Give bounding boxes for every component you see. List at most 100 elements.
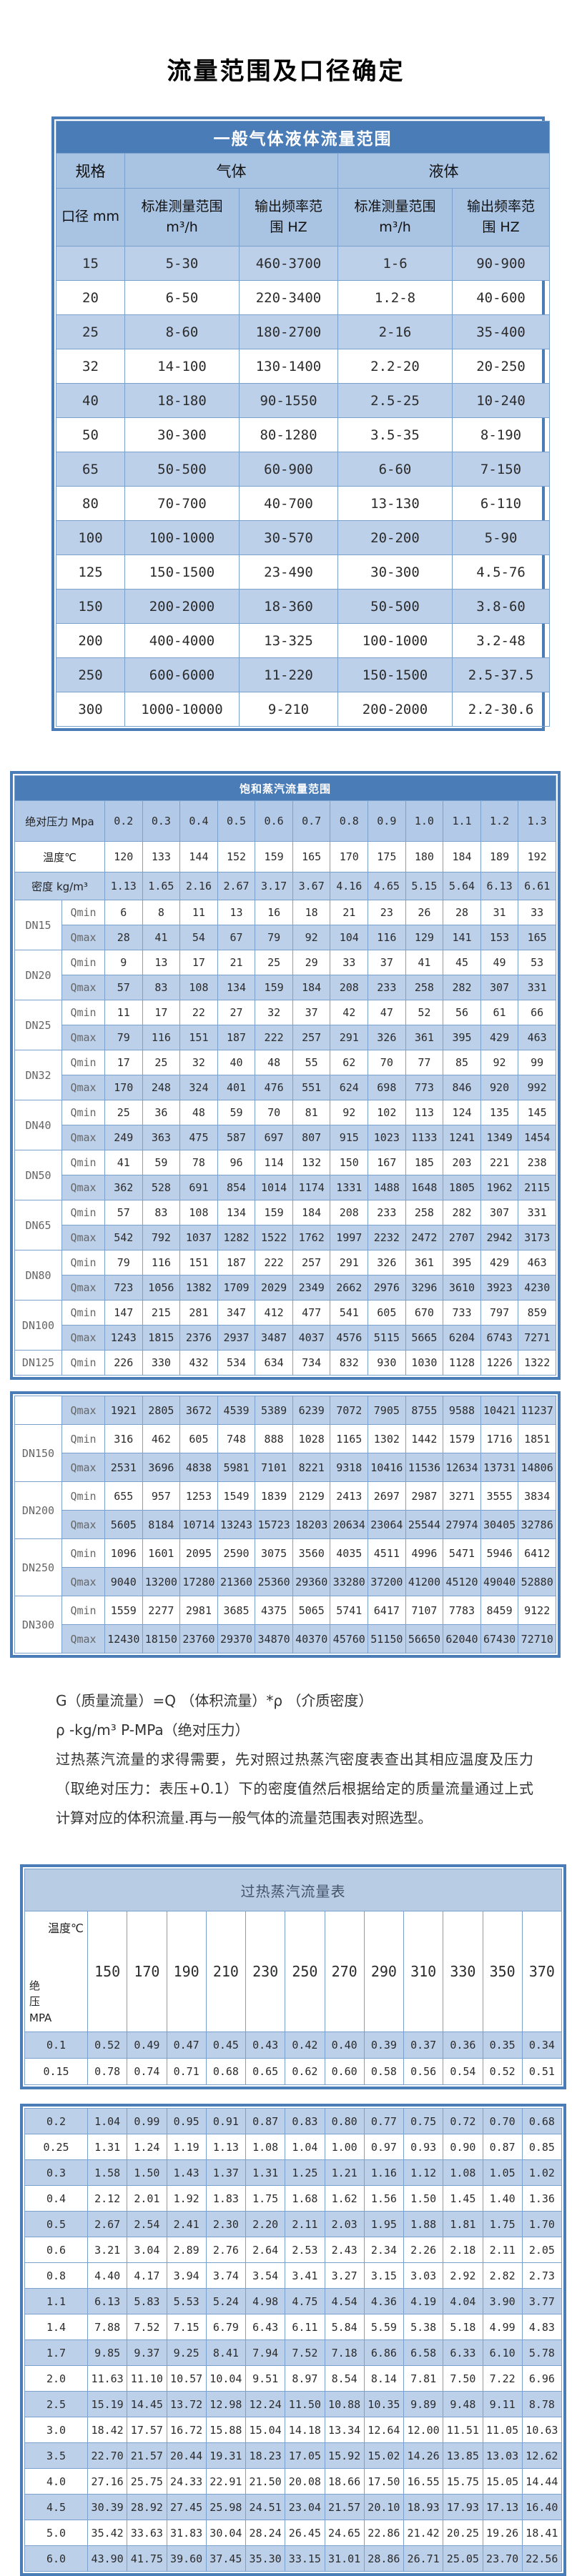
flow-value: 222: [255, 1025, 293, 1050]
density-value: 12.64: [363, 2417, 405, 2443]
qmin-label: Qmin: [61, 1596, 105, 1625]
flow-value: 25360: [255, 1567, 293, 1596]
cell: 30-300: [337, 555, 453, 590]
selection-notes: G（质量流量）=Q （体积流量）*ρ （介质密度） ρ -kg/m³ P-MPa（…: [56, 1686, 533, 1833]
flow-value: 1851: [518, 1424, 556, 1453]
density-value: 21.50: [245, 2468, 286, 2495]
cell: 150-1500: [124, 555, 240, 590]
flow-value: 1454: [518, 1125, 556, 1150]
density-value: 1.36: [521, 2185, 563, 2212]
flow-value: 6204: [443, 1325, 481, 1351]
table-row: 0.6 3.21 3.04 2.89 2.76 2.64 2.53 2.43 2.34 2.26 2…: [24, 2237, 563, 2263]
diameter-header: 口径 mm: [56, 188, 125, 247]
flow-value: 1243: [104, 1325, 143, 1351]
density-value: 13.34: [324, 2417, 365, 2443]
table-row: Qmax 1243 1815 2376 2937 3487 4037 4576 5115 5665…: [14, 1325, 556, 1351]
table-row: DN40 Qmin 25 36 48 59 70 81 92 102 113 124 135 145: [14, 1100, 556, 1150]
flow-value: 1056: [142, 1275, 181, 1301]
qmax-label: Qmax: [61, 925, 105, 950]
flow-value: 587: [217, 1125, 256, 1150]
flow-value: 1014: [255, 1175, 293, 1200]
density-value: 5.18: [443, 2314, 483, 2340]
table-row: Qmax 542 792 1037 1282 1522 1762 1997 2232 2472 27…: [14, 1225, 556, 1250]
density-value: 3.54: [245, 2262, 286, 2289]
density-value: 0.83: [285, 2108, 325, 2134]
cell: 3.2-48: [451, 623, 551, 658]
flow-value: 11: [179, 900, 218, 925]
density-value: 24.33: [166, 2468, 207, 2495]
saturated-steam-body-continued: Qmax 1921 2805 3672 4539 5389 6239 7072 7905 8755…: [14, 1396, 556, 1653]
flow-value: 8: [142, 900, 181, 925]
qmin-label: Qmin: [61, 1424, 105, 1453]
density-value: 5.59: [363, 2314, 405, 2340]
qmax-label: Qmax: [61, 1325, 105, 1351]
unit-header-row: 口径 mm 标准测量范围 m³/h 输出频率范 围 HZ 标准测量范围 m³/h…: [56, 188, 551, 247]
flow-value: 49: [480, 950, 519, 975]
flow-value: 13: [142, 950, 181, 975]
pressure-label: 0.3: [24, 2159, 88, 2186]
density-value: 25.75: [127, 2468, 167, 2495]
flow-value: 1962: [480, 1175, 519, 1200]
dn-label: DN100: [14, 1300, 62, 1351]
cell: 180-2700: [239, 314, 338, 349]
density-value: 18.23: [245, 2442, 286, 2469]
flow-value: 1839: [255, 1481, 293, 1511]
flow-value: 9588: [443, 1396, 481, 1425]
flow-value: 23760: [179, 1624, 218, 1653]
cell: 5-90: [451, 520, 551, 555]
qmax-label: Qmax: [61, 1396, 105, 1425]
flow-value: 47: [368, 1000, 406, 1025]
flow-value: 361: [405, 1025, 444, 1050]
note-line-1: G（质量流量）=Q （体积流量）*ρ （介质密度）: [56, 1692, 373, 1709]
density-value: 1.58: [87, 2159, 128, 2186]
density-value: 0.87: [245, 2108, 286, 2134]
table-row: 80 70-700 40-700 13-130 6-110: [56, 486, 551, 521]
saturated-steam-header: 饱和蒸汽流量范围 绝对压力 Mpa 0.2 0.3 0.4 0.5 0.6 0.7 0.8 0…: [14, 775, 556, 900]
qmax-label: Qmax: [61, 1125, 105, 1150]
table-row: 0.2 1.04 0.99 0.95 0.91 0.87 0.83 0.80 0.77 0.75 0…: [24, 2108, 563, 2134]
density-value: 4.04: [443, 2288, 483, 2314]
flow-value: 10416: [368, 1453, 406, 1482]
qmin-label: Qmin: [61, 1150, 105, 1175]
table-row: Qmax 1921 2805 3672 4539 5389 6239 7072 7905 8755…: [14, 1396, 556, 1425]
flow-value: 723: [104, 1275, 143, 1301]
flow-value: 129: [405, 925, 444, 950]
cell: 130-1400: [239, 349, 338, 384]
dn-label: DN65: [14, 1200, 62, 1250]
superheated-steam-header: 过热蒸汽流量表 温度℃ 绝 压 MPA 150 170 190 210 230 250 27…: [24, 1869, 563, 2032]
pressure-value: 1.1: [443, 800, 481, 842]
density-value: 1.13: [205, 2134, 247, 2160]
flow-value: 56: [443, 1000, 481, 1025]
flow-value: 151: [179, 1025, 218, 1050]
density-value: 0.97: [363, 2134, 405, 2160]
density-value: 10.57: [166, 2365, 207, 2392]
density-value: 1.75: [482, 2211, 523, 2237]
density-value: 0.37: [403, 2032, 444, 2059]
density-value: 4.17: [127, 2262, 167, 2289]
density-value: 0.95: [166, 2108, 207, 2134]
flow-value: 1302: [368, 1424, 406, 1453]
density-value: 1.13: [104, 872, 143, 900]
pressure-value: 0.5: [217, 800, 256, 842]
density-value: 6.11: [285, 2314, 325, 2340]
flow-value: 2472: [405, 1225, 444, 1250]
density-value: 1.08: [245, 2134, 286, 2160]
table-row: 50 30-300 80-1280 3.5-35 8-190: [56, 417, 551, 452]
flow-value: 208: [330, 975, 369, 1000]
pressure-label: 6.0: [24, 2545, 88, 2572]
dn-label: DN80: [14, 1250, 62, 1301]
pressure-value: 0.2: [104, 800, 143, 842]
cell: 2.5-37.5: [451, 657, 551, 692]
density-value: 9.85: [87, 2339, 128, 2366]
flow-value: 429: [480, 1025, 519, 1050]
qmin-label: Qmin: [61, 1250, 105, 1275]
pressure-value: 0.6: [255, 800, 293, 842]
flow-value: 2662: [330, 1275, 369, 1301]
flow-value: 33: [330, 950, 369, 975]
pressure-label: 2.5: [24, 2391, 88, 2417]
qmax-label: Qmax: [61, 1624, 105, 1653]
flow-value: 6417: [368, 1596, 406, 1625]
cell: 20-250: [451, 349, 551, 384]
flow-value: 2232: [368, 1225, 406, 1250]
density-value: 0.45: [205, 2032, 247, 2059]
